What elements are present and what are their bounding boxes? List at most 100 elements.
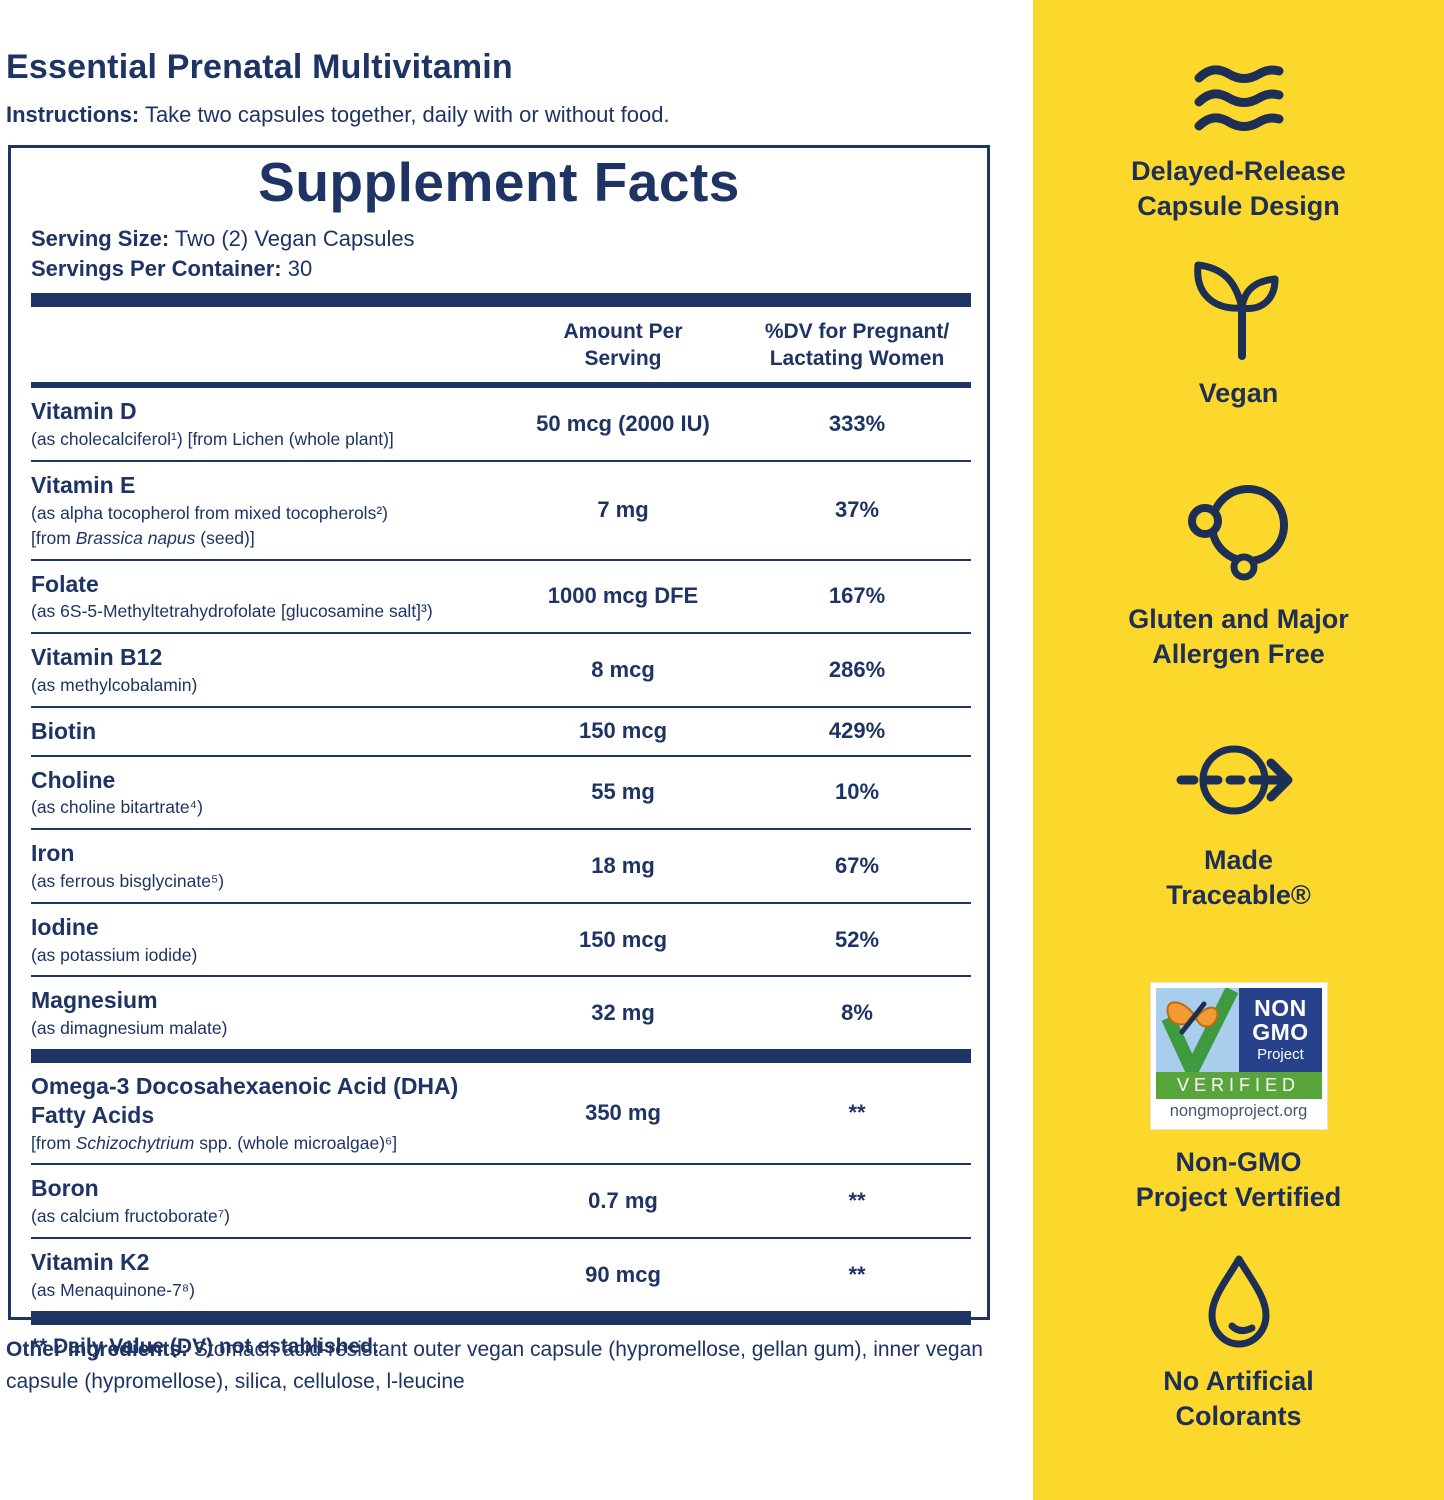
nutrient-name: Fatty Acids — [31, 1101, 155, 1128]
nutrient-source: (as ferrous bisglycinate⁵) — [31, 870, 225, 891]
nutrient-name-block: Vitamin K2 (as Menaquinone-7⁸) — [31, 1248, 503, 1302]
amount-per-serving: 50 mcg (2000 IU) — [536, 411, 710, 437]
feature-label-line: Allergen Free — [1152, 639, 1325, 670]
nutrient-name: Folate — [31, 570, 99, 597]
servings-per-container-line: Servings Per Container: 30 — [31, 254, 987, 284]
instructions-text: Take two capsules together, daily with o… — [139, 102, 670, 127]
sidebar-feature: Delayed-Release Capsule Design — [1033, 58, 1444, 224]
nutrient-source: (as alpha tocopherol from mixed tocopher… — [31, 502, 388, 523]
amount-per-serving: 0.7 mg — [588, 1188, 658, 1214]
feature-label: No Artificial Colorants — [1163, 1364, 1314, 1434]
header-amount-line2: Serving — [584, 346, 662, 370]
nutrient-name-block: Biotin — [31, 717, 503, 746]
nutrient-name-block: Boron (as calcium fructoborate⁷) — [31, 1174, 503, 1228]
badge-word: GMO — [1252, 1018, 1309, 1045]
sidebar-feature: Vegan — [1033, 248, 1444, 411]
nutrient-name: Iodine — [31, 913, 99, 940]
waves-icon — [1191, 58, 1287, 138]
table-row: Vitamin D (as cholecalciferol¹) [from Lic… — [31, 388, 971, 460]
nutrient-source: (as cholecalciferol¹) [from Lichen (whol… — [31, 429, 394, 450]
sprout-icon — [1189, 248, 1289, 360]
header-amount-line1: Amount Per — [563, 319, 683, 343]
feature-label-line: Project Vertified — [1135, 1182, 1342, 1213]
servings-label: Servings Per Container: — [31, 256, 282, 282]
feature-label: Delayed-Release Capsule Design — [1131, 154, 1346, 224]
other-ingredients-label: Other Ingredients: — [6, 1338, 189, 1361]
amount-per-serving: 8 mcg — [591, 657, 655, 683]
feature-label-line: Capsule Design — [1137, 191, 1340, 222]
header-dv: %DV for Pregnant/ Lactating Women — [743, 319, 971, 373]
amount-per-serving: 7 mg — [597, 497, 649, 523]
table-header-row: Amount Per Serving %DV for Pregnant/ Lac… — [31, 307, 971, 383]
nutrient-name-block: Vitamin E (as alpha tocopherol from mixed… — [31, 471, 503, 550]
feature-label-line: Non-GMO — [1175, 1147, 1302, 1177]
nutrient-name-block: Folate (as 6S-5-Methyltetrahydrofolate [g… — [31, 570, 503, 624]
percent-dv: 333% — [828, 411, 886, 437]
divider-bar — [31, 382, 971, 389]
nutrient-source: (as choline bitartrate⁴) — [31, 797, 203, 818]
table-row: Iron (as ferrous bisglycinate⁵) 18 mg 67% — [31, 828, 971, 902]
percent-dv: 37% — [834, 497, 880, 523]
nutrient-name: Boron — [31, 1175, 99, 1202]
amount-per-serving: 90 mcg — [585, 1261, 661, 1287]
table-row: Iodine (as potassium iodide) 150 mcg 52% — [31, 901, 971, 976]
nutrient-rows-group-2: Omega-3 Docosahexaenoic Acid (DHA) Fatty … — [31, 1063, 971, 1311]
table-row: Magnesium (as dimagnesium malate) 32 mg 8% — [31, 975, 971, 1049]
traceable-icon — [1174, 733, 1304, 827]
percent-dv: 286% — [828, 657, 886, 683]
divider-bar — [31, 1049, 971, 1064]
feature-label-line: Gluten and Major — [1128, 604, 1349, 634]
badge-word: NON — [1254, 994, 1307, 1021]
nutrient-name: Choline — [31, 766, 116, 793]
amount-per-serving: 55 mg — [591, 779, 655, 805]
nutrient-source: (as calcium fructoborate⁷) — [31, 1206, 230, 1227]
table-row: Vitamin K2 (as Menaquinone-7⁸) 90 mcg ** — [31, 1237, 971, 1311]
serving-size-label: Serving Size: — [31, 226, 170, 251]
nutrient-name-block: Iron (as ferrous bisglycinate⁵) — [31, 839, 503, 893]
feature-label: Gluten and Major Allergen Free — [1128, 602, 1349, 672]
percent-dv: 167% — [828, 583, 886, 609]
nutrient-source: (as potassium iodide) — [31, 944, 198, 965]
servings-value: 30 — [281, 256, 313, 282]
nutrient-name: Iron — [31, 840, 75, 867]
droplet-icon — [1199, 1253, 1279, 1348]
features-sidebar: Delayed-Release Capsule Design Vegan Gluten… — [1033, 0, 1444, 1500]
sidebar-feature: NON GMO Project VERIFIED nongmoproject.org No… — [1033, 983, 1444, 1215]
instructions-label: Instructions: — [6, 102, 140, 127]
instructions-line: Instructions: Take two capsules together… — [6, 102, 670, 128]
feature-label-line: No Artificial — [1163, 1366, 1314, 1396]
nutrient-name-block: Omega-3 Docosahexaenoic Acid (DHA) Fatty … — [31, 1072, 503, 1154]
serving-size-value: Two (2) Vegan Capsules — [169, 226, 415, 251]
nutrient-name: Biotin — [31, 717, 97, 744]
feature-label: Vegan — [1199, 376, 1279, 411]
nutrient-source-species: Brassica napus — [75, 527, 196, 548]
nutrient-name: Vitamin K2 — [31, 1249, 150, 1276]
sidebar-feature: Made Traceable® — [1033, 733, 1444, 913]
dv-footnote: ** Daily Value (DV) not established. — [31, 1334, 379, 1358]
nutrient-name-block: Vitamin D (as cholecalciferol¹) [from Lic… — [31, 397, 503, 451]
feature-label-line: Vegan — [1198, 378, 1279, 408]
header-dv-line1: %DV for Pregnant/ — [764, 319, 950, 343]
badge-wordmark: NON GMO Project — [1239, 988, 1322, 1072]
divider-bar — [31, 292, 971, 307]
table-row: Vitamin E (as alpha tocopherol from mixed… — [31, 460, 971, 559]
feature-label: Made Traceable® — [1166, 843, 1310, 913]
table-row: Choline (as choline bitartrate⁴) 55 mg 10% — [31, 754, 971, 829]
nutrient-name-block: Vitamin B12 (as methylcobalamin) — [31, 643, 503, 697]
butterfly-checkmark-icon — [1161, 988, 1238, 1072]
nutrient-name: Omega-3 Docosahexaenoic Acid (DHA) — [31, 1073, 459, 1100]
percent-dv: 67% — [834, 853, 880, 879]
percent-dv: 429% — [828, 718, 886, 744]
nutrient-source-species: Schizochytrium — [75, 1132, 195, 1153]
page-title: Essential Prenatal Multivitamin — [6, 48, 513, 86]
amount-per-serving: 150 mcg — [578, 718, 668, 744]
header-spacer — [31, 319, 503, 373]
percent-dv: 8% — [841, 1000, 873, 1026]
nutrient-name-block: Choline (as choline bitartrate⁴) — [31, 766, 503, 820]
nutrient-source: [from Brassica napus (seed)] — [31, 527, 255, 548]
amount-per-serving: 32 mg — [591, 1000, 655, 1026]
feature-label-line: Made — [1203, 845, 1273, 875]
amount-per-serving: 1000 mcg DFE — [547, 583, 699, 609]
sidebar-feature: No Artificial Colorants — [1033, 1253, 1444, 1434]
nutrient-name-block: Iodine (as potassium iodide) — [31, 913, 503, 967]
